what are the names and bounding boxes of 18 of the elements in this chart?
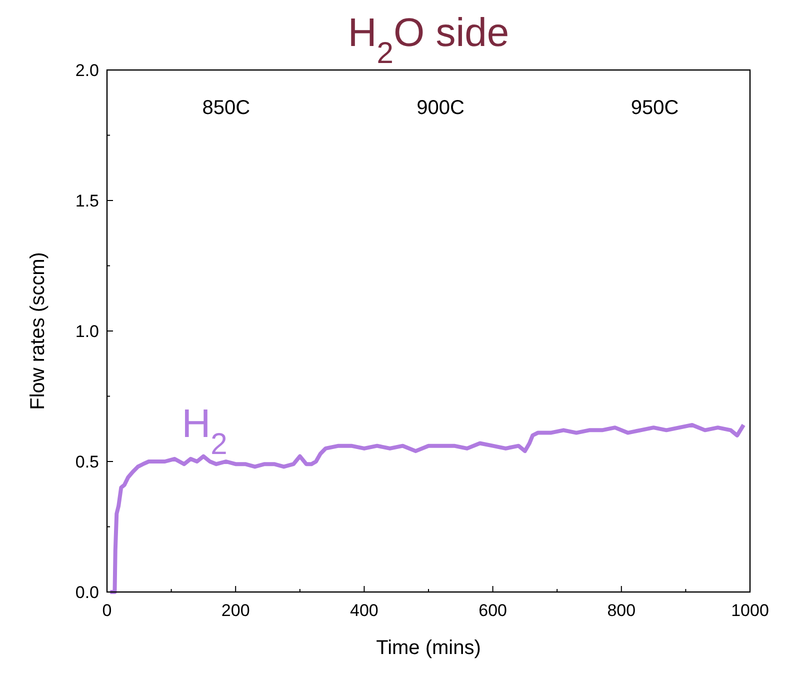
- x-tick-label: 600: [478, 601, 507, 620]
- y-tick-label: 1.5: [75, 192, 99, 210]
- y-axis-title: Flow rates (sccm): [27, 252, 49, 410]
- annotation: 850C: [202, 97, 250, 119]
- y-tick-label: 1.0: [75, 322, 99, 341]
- chart-title: H$_{2}$O side: [348, 11, 510, 70]
- x-tick-label: 1000: [731, 601, 769, 620]
- x-tick-label: 200: [221, 601, 250, 620]
- annotation: 950C: [630, 97, 679, 119]
- x-tick-label: 0: [102, 601, 112, 620]
- y-tick-label: 0.0: [75, 583, 99, 602]
- x-tick-label: 400: [350, 601, 378, 620]
- series-label: H$_{2}$: [182, 402, 228, 460]
- y-tick-label: 2.0: [75, 61, 99, 80]
- x-tick-label: 800: [607, 601, 636, 620]
- x-axis-title: Time (mins): [376, 637, 481, 659]
- y-tick-label: 0.5: [75, 452, 99, 472]
- annotation: 900C: [416, 97, 464, 119]
